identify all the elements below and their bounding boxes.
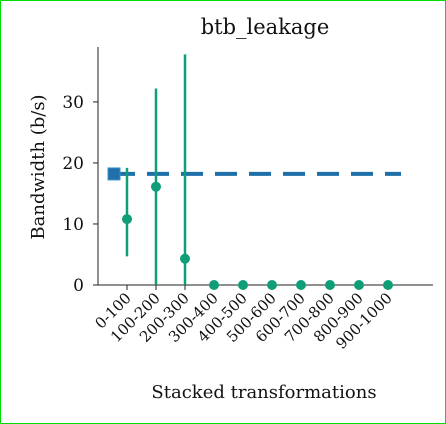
x-ticks: 0-100100-200200-300300-400400-500500-600… <box>92 285 396 353</box>
data-point <box>267 280 277 290</box>
y-tick-label: 0 <box>73 276 84 296</box>
y-tick-label: 10 <box>62 215 84 235</box>
data-point <box>325 280 335 290</box>
y-axis-label: Bandwidth (b/s) <box>28 94 49 239</box>
chart-title: btb_leakage <box>201 15 330 39</box>
data-point <box>296 280 306 290</box>
error-bars <box>125 54 187 285</box>
reference-marker <box>107 167 121 181</box>
reference-line <box>107 167 401 181</box>
data-point <box>151 181 161 192</box>
y-ticks: 0 10 20 30 <box>62 93 98 296</box>
data-point <box>122 214 132 225</box>
y-tick-label: 30 <box>62 93 84 113</box>
data-points <box>122 181 393 290</box>
y-tick-label: 20 <box>62 154 84 174</box>
data-point <box>180 253 190 264</box>
data-point <box>209 280 219 290</box>
data-point <box>383 280 393 290</box>
data-point <box>238 280 248 290</box>
x-axis-label: Stacked transformations <box>151 382 376 403</box>
data-point <box>354 280 364 290</box>
